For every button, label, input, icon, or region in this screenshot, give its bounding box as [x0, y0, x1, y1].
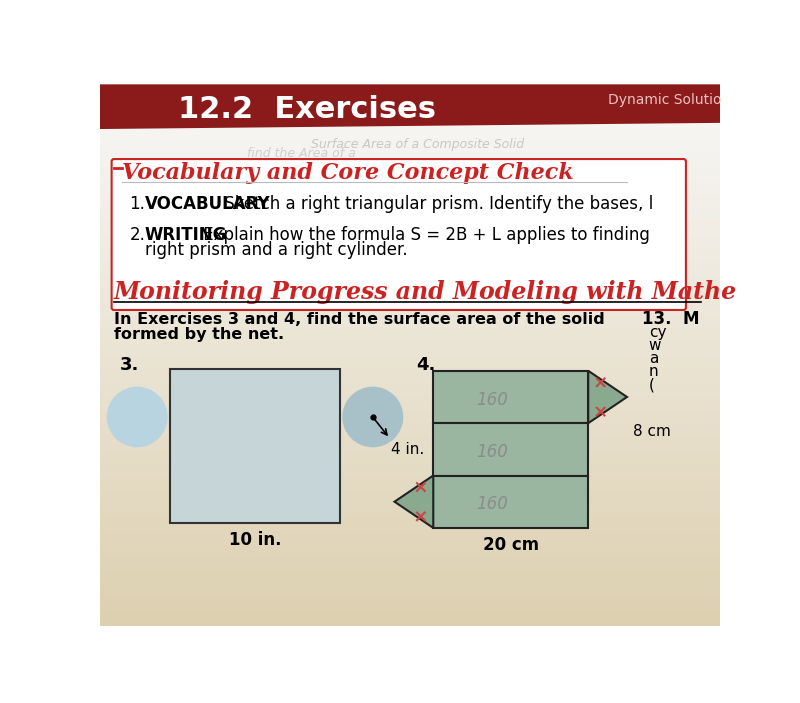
FancyBboxPatch shape: [112, 159, 686, 310]
Text: Monitoring Progress and Modeling with Mathe: Monitoring Progress and Modeling with Ma…: [114, 280, 737, 304]
Text: 160: 160: [476, 496, 508, 513]
Text: formed by the net.: formed by the net.: [114, 327, 284, 342]
Text: Vocabulary and Core Concept Check: Vocabulary and Core Concept Check: [122, 162, 574, 184]
Text: w: w: [649, 338, 662, 353]
Text: n: n: [649, 364, 658, 379]
Text: 1.: 1.: [130, 195, 146, 213]
Bar: [434, 423, 588, 475]
Text: 10 in.: 10 in.: [229, 531, 282, 549]
Text: 12.2  Exercises: 12.2 Exercises: [178, 96, 435, 124]
Text: 8 cm: 8 cm: [634, 423, 671, 439]
Text: a: a: [649, 351, 658, 366]
Text: 4.: 4.: [416, 356, 435, 375]
Polygon shape: [100, 84, 720, 129]
Text: 160: 160: [476, 443, 508, 461]
Text: In Exercises 3 and 4, find the surface area of the solid: In Exercises 3 and 4, find the surface a…: [114, 312, 605, 328]
Bar: [434, 475, 588, 528]
Text: right prism and a right cylinder.: right prism and a right cylinder.: [145, 241, 407, 259]
Circle shape: [108, 388, 166, 446]
Text: find the Area of a: find the Area of a: [247, 147, 356, 160]
Text: WRITING: WRITING: [145, 226, 227, 243]
Text: 160: 160: [476, 391, 508, 408]
Bar: [170, 369, 340, 523]
Text: 2.: 2.: [130, 226, 146, 243]
Text: VOCABULARY: VOCABULARY: [145, 195, 270, 213]
Text: 13.  M: 13. M: [642, 310, 700, 328]
Circle shape: [343, 388, 402, 446]
Polygon shape: [588, 370, 627, 423]
Text: Explain how the formula S = 2B + L applies to finding: Explain how the formula S = 2B + L appli…: [198, 226, 650, 243]
Text: cy: cy: [649, 325, 666, 340]
Text: Sketch a right triangular prism. Identify the bases, l: Sketch a right triangular prism. Identif…: [218, 195, 653, 213]
Text: 4 in.: 4 in.: [391, 442, 425, 457]
Bar: [434, 370, 588, 423]
Text: 3.: 3.: [120, 356, 139, 375]
Text: Surface Area of a Composite Solid: Surface Area of a Composite Solid: [311, 138, 524, 151]
Text: (: (: [649, 378, 654, 392]
Text: Dynamic Solutio: Dynamic Solutio: [608, 93, 721, 107]
Text: 20 cm: 20 cm: [482, 536, 539, 554]
Polygon shape: [394, 475, 434, 528]
